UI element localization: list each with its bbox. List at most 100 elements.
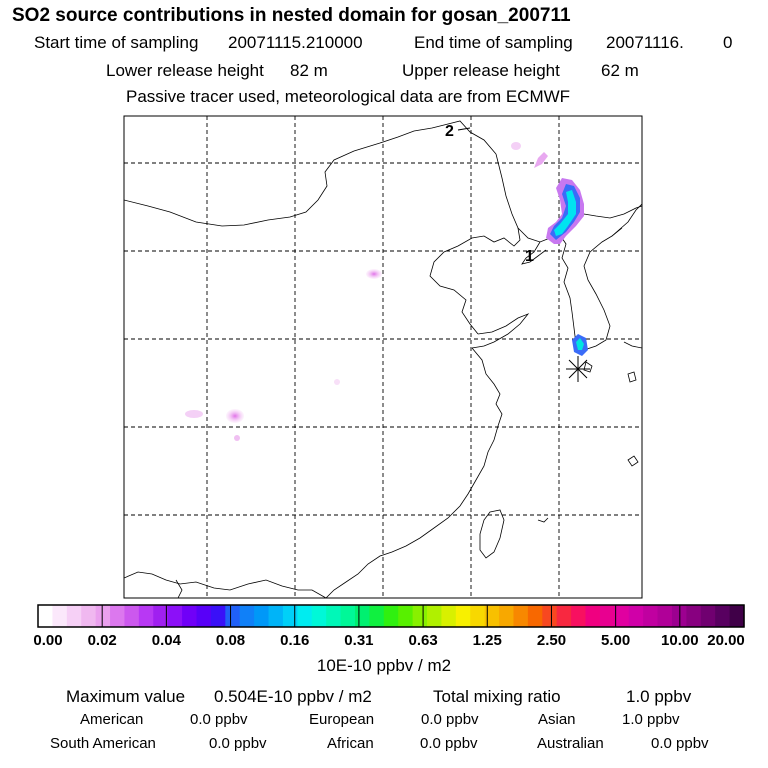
plume-korea-core [576,338,584,350]
colorbar-label: 0.04 [151,632,181,649]
colorbar-cell [499,605,515,627]
lower-height-label: Lower release height [106,61,264,80]
colorbar-dividers [101,605,681,627]
plume-west [226,409,244,423]
colorbar-cell [715,605,731,627]
region-name-american: American [80,711,144,728]
upper-height-value: 62 m [601,61,639,80]
region-value-australian: 0.0 ppbv [651,735,709,752]
region-value-asian: 1.0 ppbv [622,711,680,728]
region-name-african: African [327,735,374,752]
colorbar-cell [239,605,255,627]
colorbar-cell [66,605,82,627]
region-value-european: 0.0 ppbv [421,711,479,728]
total-mixing-label: Total mixing ratio [433,687,561,706]
plume-core [554,190,576,236]
colorbar-cell [542,605,558,627]
lower-height-value: 82 m [290,61,328,80]
colorbar-cell [513,605,529,627]
plume-west-dot [234,435,240,441]
colorbar-cells [38,605,745,627]
colorbar-cell [110,605,126,627]
region-name-asian: Asian [538,711,576,728]
colorbar-cell [585,605,601,627]
colorbar-cell [470,605,486,627]
concentration-plumes [185,142,588,441]
region-value-american: 0.0 ppbv [190,711,248,728]
colorbar-cell [138,605,154,627]
colorbar-cell [614,605,630,627]
colorbar-cell [326,605,342,627]
end-time-value: 20071116. [606,33,684,52]
colorbar-cell [196,605,212,627]
colorbar-cell [657,605,673,627]
end-time-label: End time of sampling [414,33,573,52]
colorbar-cell [311,605,327,627]
colorbar-label: 0.02 [87,632,117,649]
colorbar-label: 0.00 [33,632,63,649]
lat-lon-grid [124,116,642,598]
colorbar-cell [700,605,716,627]
colorbar-cell [643,605,659,627]
colorbar-label: 0.16 [280,632,310,649]
colorbar-cell [412,605,428,627]
colorbar-cell [455,605,471,627]
total-mixing-value: 1.0 ppbv [626,687,692,706]
region-name-australian: Australian [537,735,604,752]
colorbar-cell [628,605,644,627]
region-name-european: European [309,711,375,728]
plot-title: SO2 source contributions in nested domai… [12,5,571,26]
coastlines [124,120,642,598]
colorbar-cell [225,605,241,627]
plume-inland [366,269,382,279]
plume-north-faint [511,142,521,150]
trajectory-point-2: 2 [445,123,454,140]
colorbar-cell [441,605,457,627]
colorbar-cell [167,605,183,627]
region-name-south-american: South American [50,735,156,752]
colorbar-label: 0.08 [215,632,246,649]
colorbar-label: 5.00 [601,632,631,649]
colorbar-label: 2.50 [536,632,567,649]
colorbar-cell [254,605,270,627]
map-content: 2 1 [124,116,642,598]
colorbar-cell [282,605,298,627]
colorbar-cell [398,605,414,627]
colorbar-cell [484,605,500,627]
region-value-south-american: 0.0 ppbv [209,735,267,752]
colorbar-cell [210,605,226,627]
colorbar-cell [95,605,111,627]
colorbar-cell [124,605,140,627]
plume-north [534,152,548,168]
colorbar-cell [340,605,356,627]
colorbar-cell [527,605,543,627]
start-time-label: Start time of sampling [34,33,199,52]
tracer-note: Passive tracer used, meteorological data… [126,87,571,106]
max-value: 0.504E-10 ppbv / m2 [214,687,372,706]
colorbar-cell [599,605,615,627]
colorbar-cell [369,605,385,627]
colorbar-cell [354,605,370,627]
colorbar-cell [729,605,745,627]
colorbar-cell [81,605,97,627]
colorbar-label: 10.00 [661,632,699,649]
colorbar-cell [52,605,68,627]
receptor-asterisk-icon [566,356,590,382]
region-value-african: 0.0 ppbv [420,735,478,752]
plume-central-dot [334,379,340,385]
colorbar-unit: 10E-10 ppbv / m2 [316,656,452,675]
colorbar-frame [37,604,745,628]
colorbar-cell [268,605,284,627]
end-time-suffix: 0 [723,33,733,52]
upper-height-label: Upper release height [402,61,560,80]
colorbar-label: 0.31 [344,632,374,649]
max-value-label: Maximum value [66,687,186,706]
colorbar-cell [297,605,313,627]
colorbar-label: 1.25 [472,632,502,649]
colorbar-cell [427,605,443,627]
trajectory-point-1: 1 [525,248,534,265]
start-time-value: 20071115.210000 [228,33,363,52]
colorbar-cell [153,605,169,627]
colorbar-cell [182,605,198,627]
